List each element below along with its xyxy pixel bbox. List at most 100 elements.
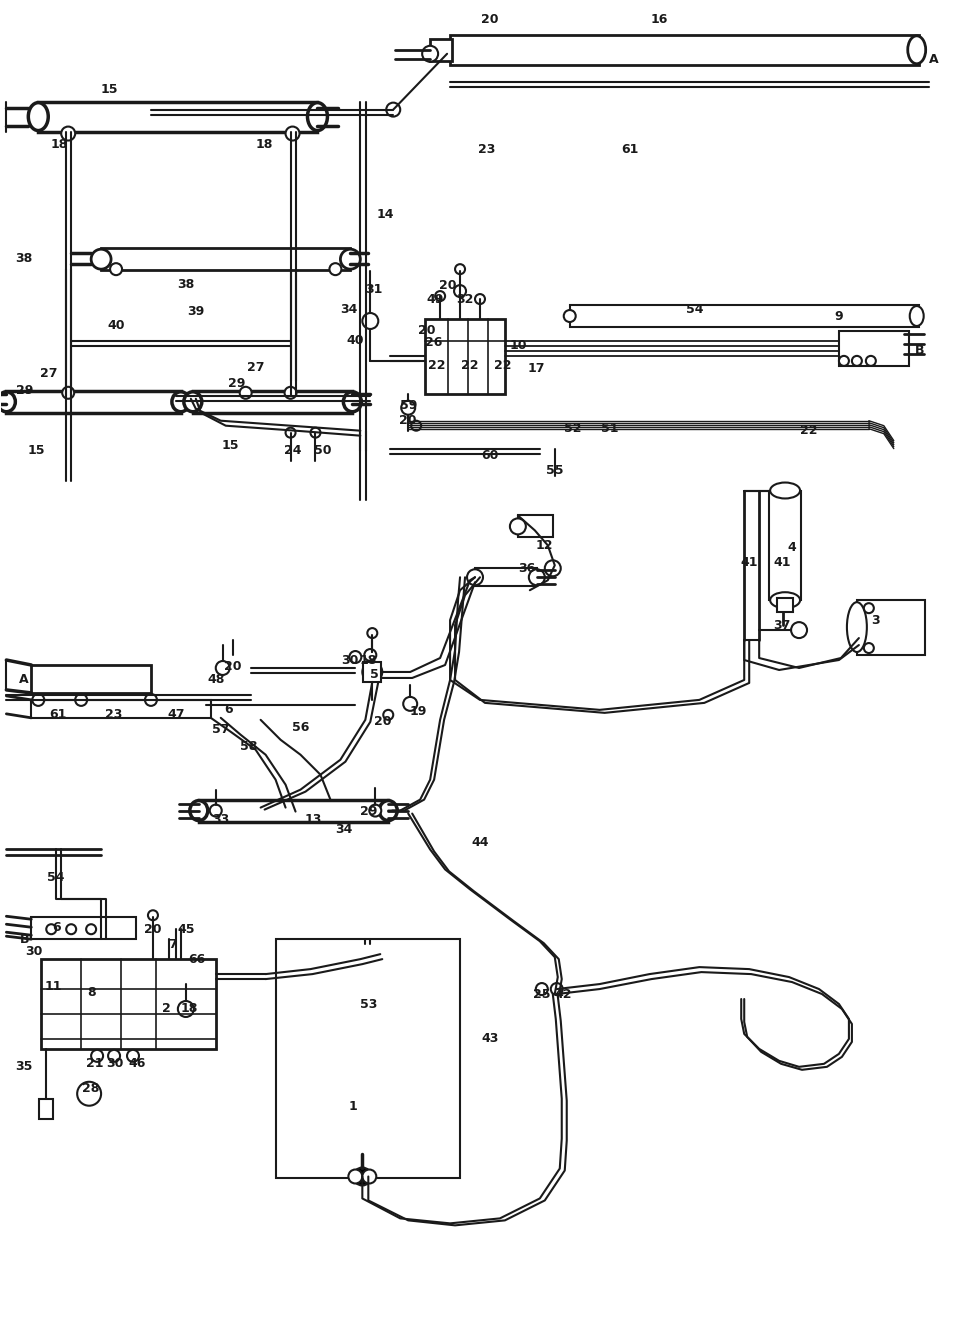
Text: 43: 43 — [480, 1033, 498, 1045]
Text: 30: 30 — [26, 944, 43, 957]
Circle shape — [108, 1050, 120, 1062]
Ellipse shape — [172, 391, 190, 412]
Text: 20: 20 — [374, 715, 391, 728]
Ellipse shape — [909, 306, 923, 326]
Circle shape — [544, 561, 560, 577]
Bar — [31, 700, 211, 717]
Ellipse shape — [91, 249, 111, 269]
Text: 32: 32 — [456, 293, 474, 305]
Circle shape — [386, 102, 400, 117]
Bar — [31, 918, 136, 939]
Circle shape — [86, 924, 96, 935]
Text: 15: 15 — [222, 439, 239, 452]
Circle shape — [349, 651, 361, 663]
Text: 2: 2 — [161, 1002, 170, 1016]
Text: 18: 18 — [359, 654, 376, 667]
Ellipse shape — [340, 249, 360, 269]
Ellipse shape — [307, 102, 327, 130]
Text: 51: 51 — [600, 422, 618, 435]
Text: 22: 22 — [428, 359, 445, 373]
Text: 6: 6 — [51, 920, 60, 934]
Text: 22: 22 — [800, 424, 817, 438]
Circle shape — [362, 662, 382, 682]
Text: 25: 25 — [533, 988, 550, 1001]
Circle shape — [32, 693, 44, 705]
Circle shape — [353, 1167, 371, 1185]
Circle shape — [851, 355, 861, 366]
Text: A: A — [928, 53, 938, 66]
Text: 50: 50 — [314, 444, 331, 457]
Bar — [569, 305, 918, 328]
Text: 38: 38 — [14, 252, 31, 265]
Text: 16: 16 — [650, 13, 667, 27]
Ellipse shape — [467, 569, 482, 585]
Text: 27: 27 — [247, 362, 264, 374]
Text: B: B — [20, 932, 29, 945]
Bar — [450, 34, 918, 65]
Text: 38: 38 — [177, 277, 194, 290]
Text: 45: 45 — [177, 923, 194, 936]
Circle shape — [210, 805, 221, 817]
Circle shape — [536, 983, 547, 994]
Bar — [193, 391, 352, 412]
Text: 17: 17 — [526, 362, 544, 375]
Text: 49: 49 — [426, 293, 443, 305]
Ellipse shape — [184, 391, 202, 412]
Ellipse shape — [769, 593, 800, 609]
Text: 29: 29 — [228, 378, 245, 390]
Text: 6: 6 — [224, 703, 233, 716]
Text: 60: 60 — [480, 450, 498, 461]
Text: 27: 27 — [40, 367, 58, 381]
Text: 34: 34 — [335, 823, 352, 835]
Bar — [101, 248, 350, 271]
Text: 3: 3 — [871, 614, 880, 627]
Circle shape — [177, 1001, 193, 1017]
Circle shape — [284, 387, 296, 399]
Bar — [275, 939, 459, 1179]
Text: 37: 37 — [773, 619, 790, 631]
Circle shape — [435, 292, 445, 301]
Circle shape — [110, 263, 122, 274]
Text: 20: 20 — [399, 414, 416, 427]
Text: 24: 24 — [283, 444, 301, 457]
Circle shape — [310, 428, 320, 438]
Circle shape — [863, 643, 873, 652]
Text: 33: 33 — [212, 813, 229, 826]
Text: 7: 7 — [169, 937, 177, 951]
Text: 21: 21 — [87, 1057, 104, 1070]
Text: 41: 41 — [740, 556, 758, 569]
Bar — [7, 391, 181, 412]
Circle shape — [364, 648, 375, 660]
Circle shape — [285, 428, 295, 438]
Text: 18: 18 — [51, 138, 68, 151]
Text: 56: 56 — [292, 721, 309, 735]
Text: 14: 14 — [376, 208, 394, 221]
Text: 20: 20 — [144, 923, 161, 936]
Text: 20: 20 — [418, 325, 436, 338]
Circle shape — [127, 1050, 139, 1062]
Circle shape — [401, 400, 415, 415]
Text: 11: 11 — [45, 980, 62, 993]
Text: 28: 28 — [82, 1082, 100, 1095]
Text: 47: 47 — [167, 708, 185, 721]
Circle shape — [563, 310, 575, 322]
Text: 20: 20 — [480, 13, 498, 27]
Text: 61: 61 — [50, 708, 67, 721]
Bar — [475, 569, 537, 586]
Text: 54: 54 — [48, 871, 65, 884]
Text: 58: 58 — [240, 740, 257, 753]
Text: 15: 15 — [28, 444, 45, 457]
Circle shape — [454, 285, 466, 297]
Text: 26: 26 — [425, 337, 442, 350]
Text: 18: 18 — [255, 138, 273, 151]
Bar — [517, 516, 552, 537]
Text: 53: 53 — [359, 997, 376, 1010]
Bar — [39, 1099, 53, 1119]
Text: 57: 57 — [212, 723, 230, 736]
Circle shape — [148, 910, 158, 920]
Text: 30: 30 — [106, 1057, 124, 1070]
Bar — [425, 320, 504, 394]
Text: 44: 44 — [471, 835, 488, 849]
Text: 40: 40 — [107, 320, 125, 333]
Ellipse shape — [907, 36, 924, 64]
